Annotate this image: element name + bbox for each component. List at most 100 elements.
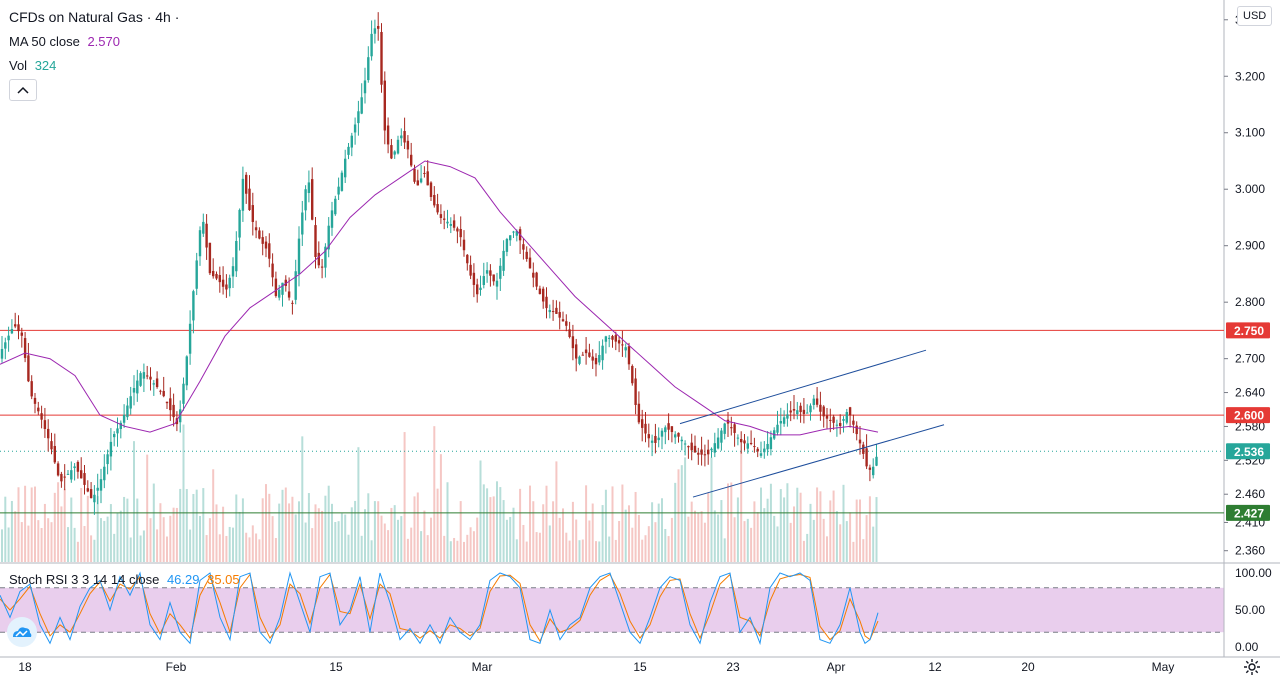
time-tick-label: 18	[18, 660, 32, 674]
candle-body	[390, 145, 393, 159]
volume-bar	[674, 482, 677, 562]
stoch-tick-label: 50.00	[1235, 603, 1265, 617]
candle-body	[835, 424, 839, 426]
volume-bar	[611, 486, 614, 562]
volume-bar	[779, 489, 782, 562]
volume-bar	[410, 527, 413, 562]
candle-body	[327, 225, 330, 250]
volume-bar	[868, 496, 871, 562]
candle-body	[792, 409, 796, 411]
candle-body	[522, 244, 525, 250]
volume-bar	[436, 488, 439, 562]
candle-body	[122, 414, 126, 423]
volume-bar	[136, 498, 139, 562]
candle-body	[502, 250, 505, 271]
candle-body	[875, 456, 878, 466]
candle-body	[647, 434, 650, 439]
stoch-tick-label: 100.00	[1235, 566, 1272, 580]
volume-bar	[390, 507, 393, 562]
candle-body	[23, 338, 27, 358]
collapse-legend-button[interactable]	[9, 79, 37, 101]
candle-body	[0, 348, 4, 359]
volume-legend[interactable]: Vol 324	[9, 58, 56, 73]
candle-body	[624, 347, 627, 351]
candle-body	[43, 420, 47, 429]
volume-bar	[463, 541, 465, 562]
candle-body	[644, 423, 647, 434]
volume-bar	[423, 510, 426, 562]
candle-body	[664, 427, 667, 433]
volume-bar	[420, 531, 423, 562]
horizontal-levels[interactable]	[0, 329, 1224, 514]
volume-bar	[133, 441, 135, 562]
candle-body	[386, 125, 390, 145]
candle-body	[598, 354, 601, 363]
candle-body	[779, 421, 782, 424]
candle-body	[449, 224, 452, 226]
tradingview-logo-icon[interactable]	[7, 617, 37, 647]
price-tick-label: 2.700	[1235, 352, 1265, 366]
candle-body	[37, 407, 40, 412]
time-axis[interactable]: 18 Feb 15 Mar 15 23 Apr 12 20 May	[18, 660, 1174, 674]
candle-body	[231, 266, 235, 277]
volume-bar	[614, 539, 617, 562]
volume-bar	[743, 521, 746, 562]
volume-bar	[327, 485, 330, 562]
trend-channel[interactable]	[679, 349, 945, 498]
volume-bar	[667, 536, 670, 562]
volume-bar	[93, 539, 96, 562]
candle-body	[796, 410, 799, 415]
volume-bar	[100, 518, 102, 562]
candle-body	[83, 473, 86, 485]
volume-bar	[152, 483, 155, 562]
candle-body	[862, 444, 865, 454]
settings-icon[interactable]	[1242, 657, 1262, 677]
candle-body	[162, 390, 165, 397]
stoch-k-line	[0, 571, 879, 646]
candle-body	[756, 448, 759, 452]
stoch-rsi-pane	[0, 571, 879, 646]
candle-body	[225, 284, 228, 290]
candle-body	[50, 441, 53, 450]
candle-body	[456, 228, 459, 232]
candle-body	[848, 407, 852, 416]
ma-legend[interactable]: MA 50 close 2.570	[9, 34, 120, 49]
candle-body	[320, 266, 324, 268]
candle-body	[858, 439, 862, 444]
symbol-title[interactable]: CFDs on Natural Gas · 4h ·	[9, 9, 179, 25]
ma50-line	[0, 160, 879, 436]
volume-bar	[83, 526, 86, 562]
volume-bar	[532, 501, 535, 562]
volume-bar	[439, 454, 442, 562]
candle-body	[601, 345, 604, 361]
candle-body	[423, 172, 426, 174]
candle-body	[759, 453, 763, 456]
candle-body	[591, 356, 594, 361]
volume-bar	[334, 521, 337, 562]
volume-bar	[812, 519, 815, 562]
candle-body	[614, 335, 617, 342]
price-axis[interactable]: 3.3003.2003.1003.0002.9002.8002.7002.640…	[1224, 13, 1272, 654]
volume-bar	[80, 487, 83, 562]
volume-bar	[347, 534, 350, 562]
candle-body	[106, 454, 109, 465]
time-tick-label: 15	[633, 660, 647, 674]
volume-bar	[588, 520, 591, 562]
stoch-rsi-legend[interactable]: Stoch RSI 3 3 14 14 close 46.29 35.05	[9, 572, 240, 587]
volume-bar	[169, 515, 172, 562]
candle-body	[419, 178, 423, 183]
candle-body	[212, 270, 215, 277]
volume-bar	[664, 528, 667, 562]
volume-bar	[311, 528, 314, 562]
volume-bar	[248, 537, 251, 562]
currency-button[interactable]: USD	[1237, 6, 1273, 26]
candle-body	[53, 445, 56, 463]
stoch-rsi-label: Stoch RSI 3 3 14 14 close	[9, 572, 160, 587]
candle-body	[363, 80, 367, 94]
volume-bar	[446, 482, 449, 562]
candle-body	[482, 276, 485, 286]
volume-bar	[697, 512, 700, 562]
candle-body	[429, 182, 433, 197]
price-tick-label: 2.360	[1235, 544, 1265, 558]
